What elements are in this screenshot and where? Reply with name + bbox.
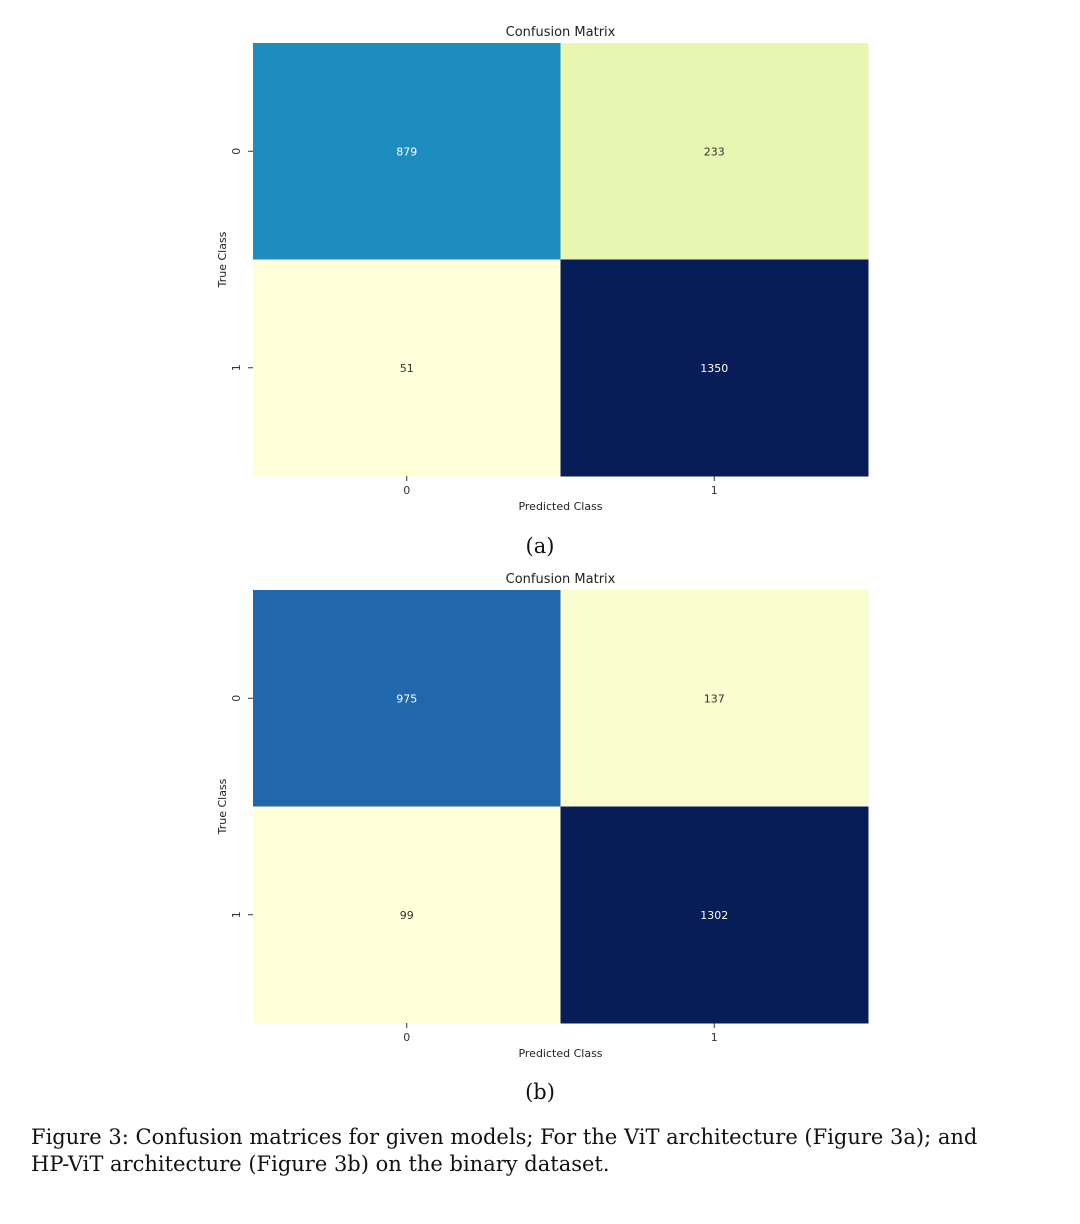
chart-title: Confusion Matrix xyxy=(506,572,616,587)
panel-label-b: (b) xyxy=(525,1080,555,1104)
matrix-cell-0-1 xyxy=(560,43,869,260)
y-tick-label: 0 xyxy=(230,695,243,702)
cell-value-label: 1350 xyxy=(700,362,728,375)
cell-value-label: 879 xyxy=(396,145,417,158)
y-tick-label: 0 xyxy=(230,148,243,155)
caption-line-1: Figure 3: Confusion matrices for given m… xyxy=(31,1125,978,1149)
matrix-cell-1-0 xyxy=(253,806,561,1024)
matrix-cell-1-0 xyxy=(253,259,561,477)
cell-value-label: 975 xyxy=(396,692,417,705)
x-tick-label: 0 xyxy=(403,484,410,497)
cell-value-label: 1302 xyxy=(700,909,728,922)
figure-caption: Figure 3: Confusion matrices for given m… xyxy=(31,1124,1061,1178)
x-tick-label: 0 xyxy=(403,1031,410,1044)
confusion-matrix-a: Confusion Matrix 879 233 51 1350 0 1 0 1 Predicte… xyxy=(216,25,869,513)
chart-title: Confusion Matrix xyxy=(506,25,616,40)
y-tick-label: 1 xyxy=(230,911,243,918)
panel-label-a: (a) xyxy=(525,534,555,558)
matrix-cell-1-1 xyxy=(560,259,869,477)
cell-value-label: 99 xyxy=(400,909,414,922)
x-axis-label: Predicted Class xyxy=(518,1047,602,1060)
x-axis-label: Predicted Class xyxy=(518,500,602,513)
y-axis-label: True Class xyxy=(216,778,229,835)
y-tick-label: 1 xyxy=(230,364,243,371)
caption-line-2: HP-ViT architecture (Figure 3b) on the b… xyxy=(31,1152,610,1176)
matrix-cell-0-0 xyxy=(253,43,561,260)
confusion-matrix-b: Confusion Matrix 975 137 99 1302 0 1 0 1 Predicte… xyxy=(216,572,869,1060)
x-tick-label: 1 xyxy=(711,484,718,497)
matrix-cell-0-1 xyxy=(560,590,869,807)
cell-value-label: 137 xyxy=(704,692,725,705)
y-axis-label: True Class xyxy=(216,231,229,288)
matrix-cell-0-0 xyxy=(253,590,561,807)
cell-value-label: 233 xyxy=(704,145,725,158)
matrix-cell-1-1 xyxy=(560,806,869,1024)
cell-value-label: 51 xyxy=(400,362,414,375)
x-tick-label: 1 xyxy=(711,1031,718,1044)
